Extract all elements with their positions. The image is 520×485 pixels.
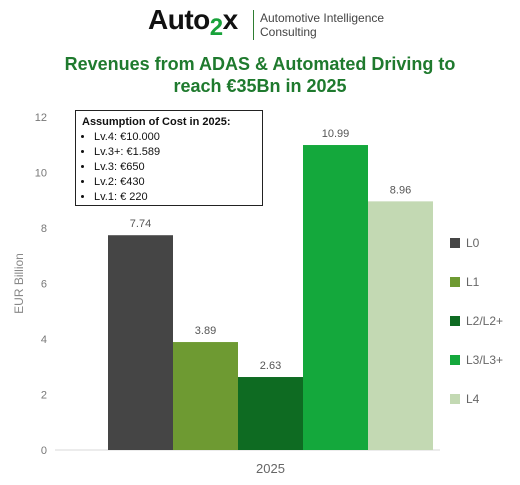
bar-l4 [368, 201, 433, 450]
y-tick-label: 12 [35, 112, 47, 124]
data-label: 7.74 [130, 218, 151, 230]
bar-l1 [173, 342, 238, 450]
auto2x-logo: Auto2x [148, 4, 238, 41]
chart-title-line1: Revenues from ADAS & Automated Driving t… [64, 54, 456, 74]
data-label: 3.89 [195, 325, 216, 337]
chart-title-line2: reach €35Bn in 2025 [173, 76, 347, 96]
legend-item: L2/L2+ [450, 314, 520, 328]
tagline: Automotive Intelligence Consulting [260, 11, 384, 39]
y-tick-label: 10 [35, 168, 47, 180]
legend-item: L0 [450, 236, 520, 250]
legend-label: L0 [466, 236, 480, 250]
bar-l0 [108, 235, 173, 450]
header: Auto2x Automotive Intelligence Consultin… [0, 0, 520, 48]
legend-label: L3/L3+ [466, 353, 504, 367]
assumption-item: Lv.3+: €1.589 [94, 145, 256, 160]
tagline-line1: Automotive Intelligence [260, 11, 385, 25]
legend-item: L4 [450, 392, 520, 406]
y-tick-label: 2 [41, 390, 47, 402]
legend-label: L2/L2+ [466, 314, 504, 328]
legend-label: L4 [466, 392, 480, 406]
x-tick-label: 2025 [256, 461, 285, 476]
assumption-heading: Assumption of Cost in 2025: [82, 116, 231, 128]
legend-swatch [450, 277, 460, 287]
data-label: 2.63 [260, 360, 281, 372]
legend-swatch [450, 355, 460, 365]
y-tick-label: 4 [41, 334, 47, 346]
tagline-line2: Consulting [260, 25, 317, 39]
legend-item: L1 [450, 275, 520, 289]
bar-l3-l3- [303, 145, 368, 450]
data-label: 8.96 [390, 184, 411, 196]
assumption-item: Lv.4: €10.000 [94, 130, 256, 145]
chart-title: Revenues from ADAS & Automated Driving t… [0, 53, 520, 97]
y-tick-label: 6 [41, 279, 47, 291]
data-label: 10.99 [322, 128, 350, 140]
y-tick-label: 0 [41, 445, 47, 457]
assumption-item: Lv.2: €430 [94, 175, 256, 190]
legend-swatch [450, 316, 460, 326]
bar-l2-l2- [238, 377, 303, 450]
legend-item: L3/L3+ [450, 353, 520, 367]
legend-swatch [450, 394, 460, 404]
assumption-box: Assumption of Cost in 2025: Lv.4: €10.00… [75, 110, 263, 206]
logo-divider [253, 10, 254, 40]
assumption-list: Lv.4: €10.000 Lv.3+: €1.589 Lv.3: €650 L… [82, 130, 256, 205]
assumption-item: Lv.3: €650 [94, 160, 256, 175]
y-axis-label: EUR Billion [12, 253, 26, 314]
legend-label: L1 [466, 275, 480, 289]
y-tick-label: 8 [41, 223, 47, 235]
legend-swatch [450, 238, 460, 248]
assumption-item: Lv.1: € 220 [94, 190, 256, 205]
